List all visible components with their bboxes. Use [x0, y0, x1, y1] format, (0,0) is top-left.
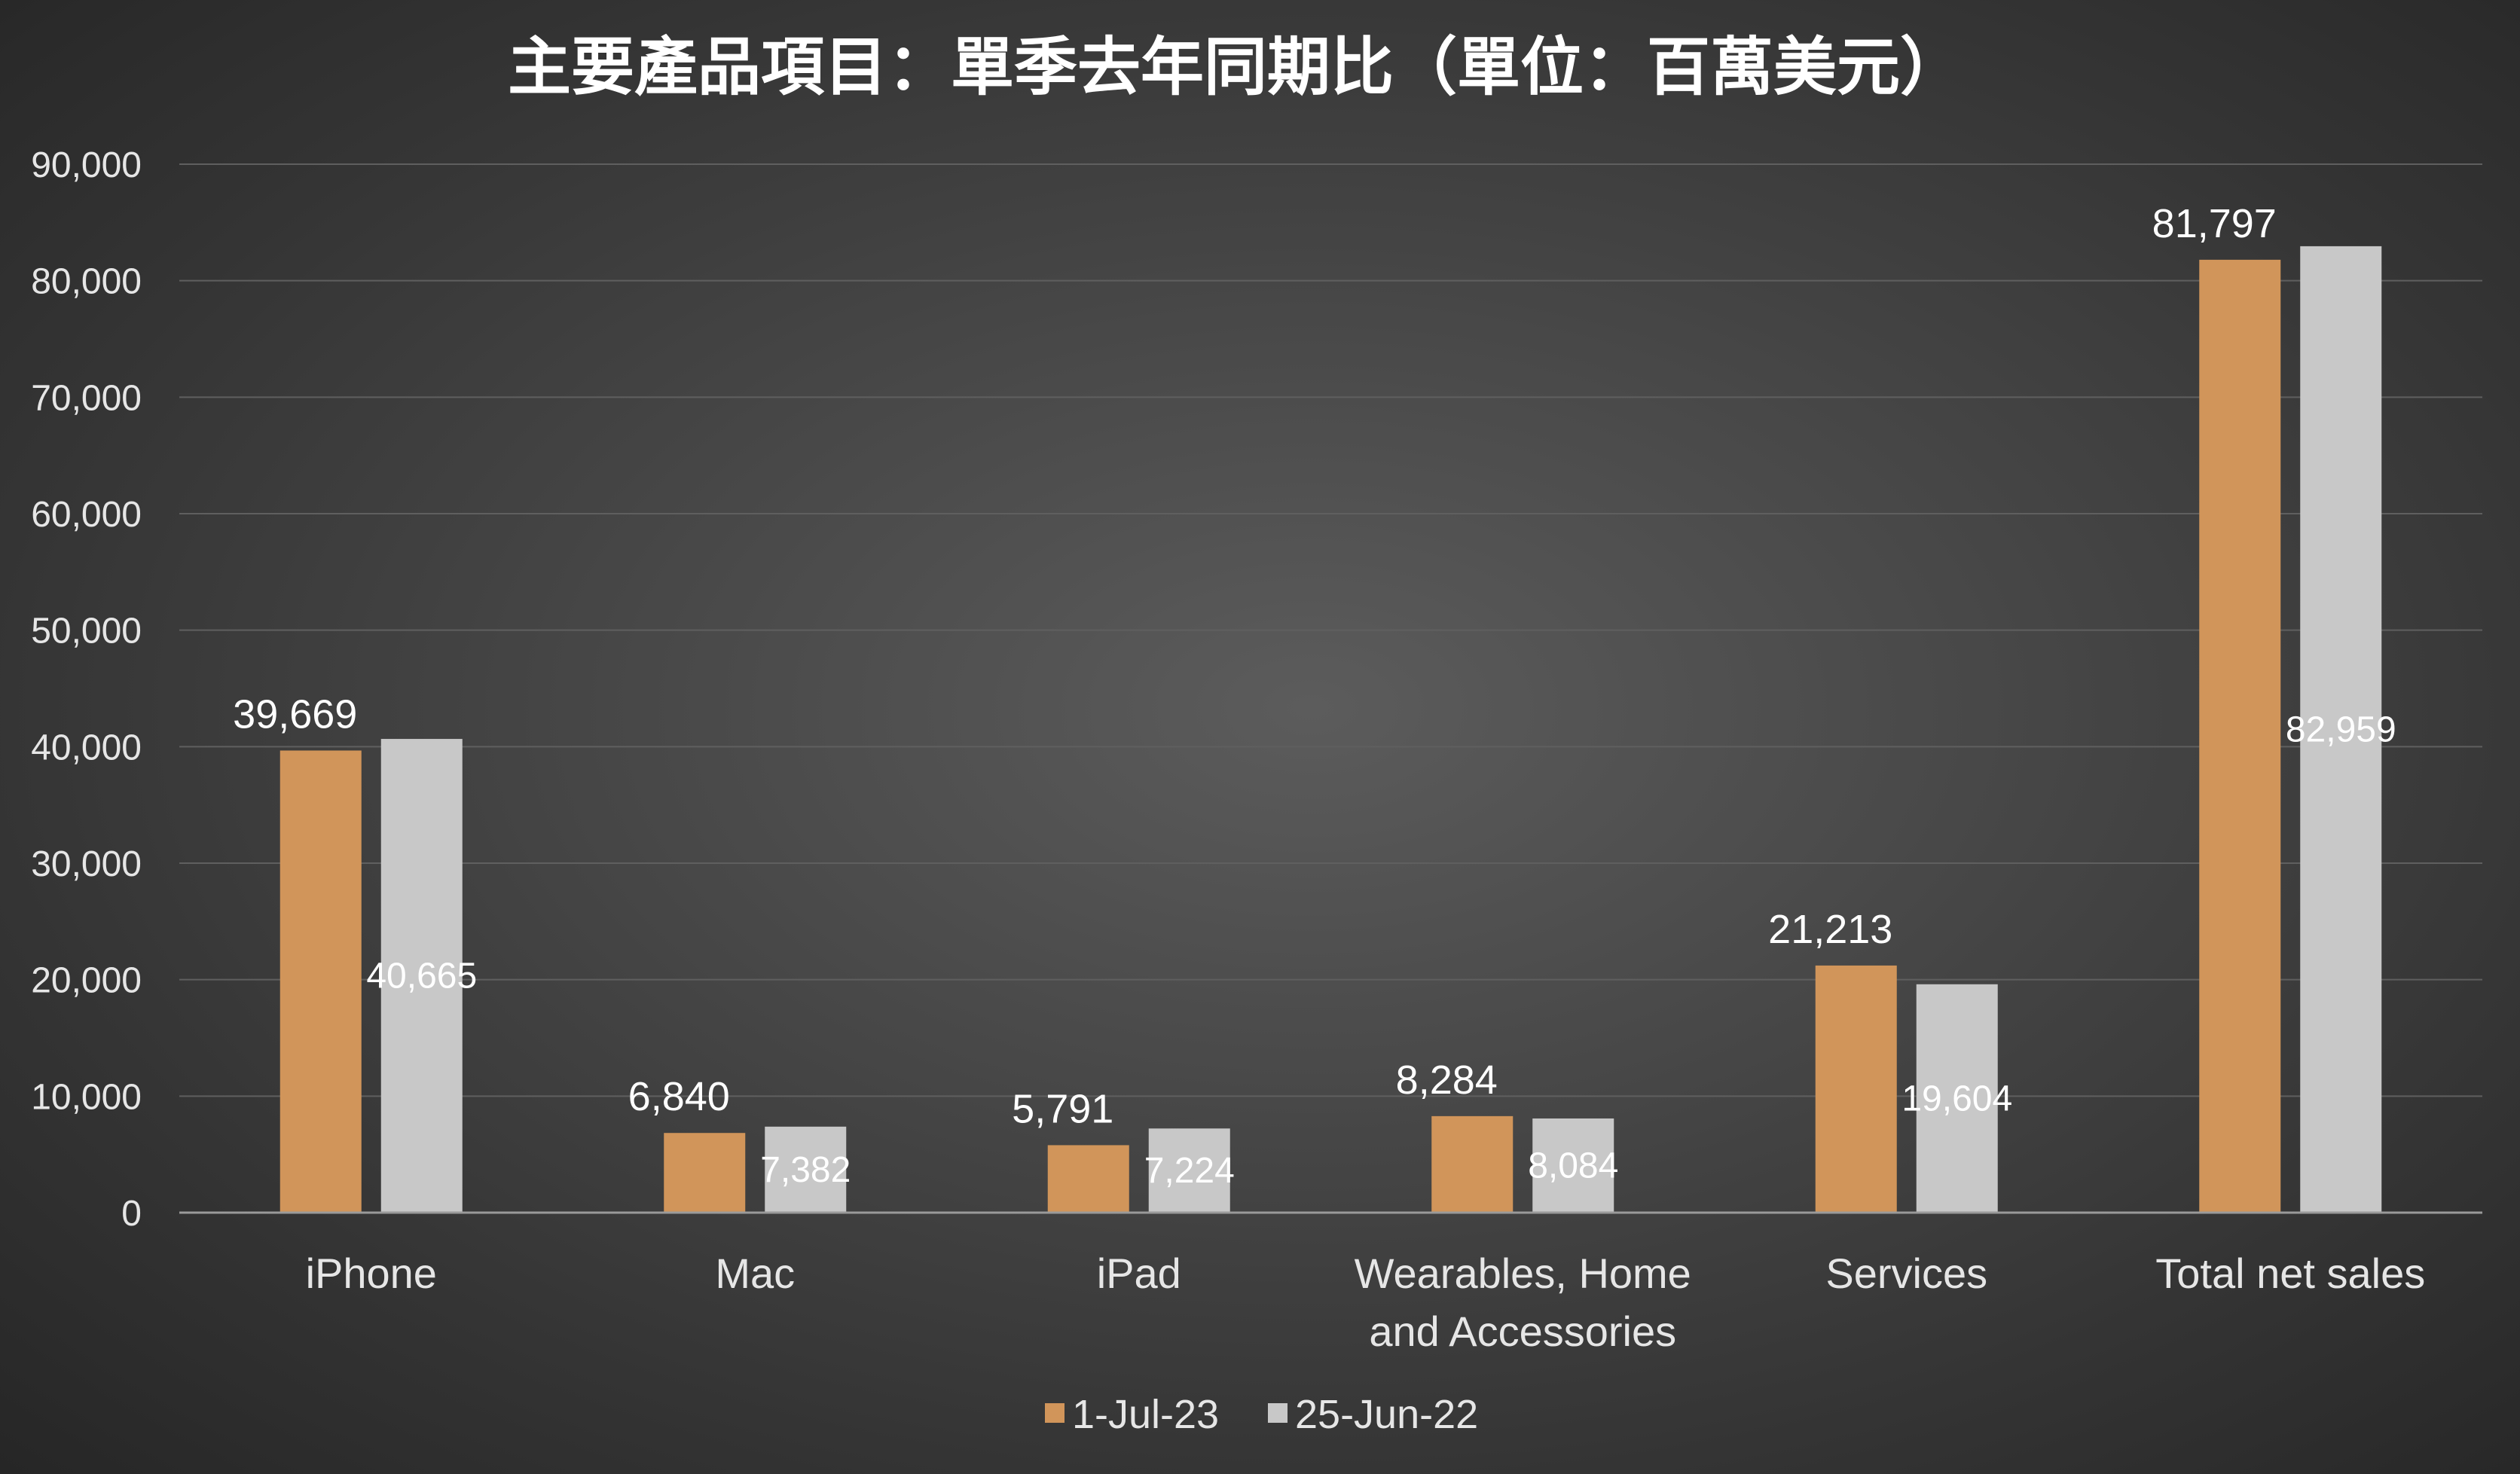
- bar-series-1: [279, 750, 362, 1213]
- bar-series-2: [1916, 984, 1998, 1213]
- y-tick-label: 40,000: [31, 728, 142, 768]
- x-category-label: Wearables, Home: [1355, 1250, 1691, 1297]
- y-tick-label: 30,000: [31, 844, 142, 884]
- y-tick-label: 70,000: [31, 378, 142, 418]
- data-label: 19,604: [1901, 1079, 2012, 1118]
- y-axis-tick-labels: 0 10,000 20,000 30,000 40,000 50,000 60,000 70,…: [31, 145, 142, 1234]
- legend-swatch: [1268, 1403, 1287, 1423]
- y-tick-label: 80,000: [31, 262, 142, 302]
- data-label: 8,284: [1396, 1057, 1498, 1103]
- bar-series-2: [380, 739, 463, 1213]
- y-tick-label: 90,000: [31, 145, 142, 185]
- y-tick-label: 60,000: [31, 495, 142, 535]
- bar-series-1: [1815, 965, 1897, 1213]
- x-category-label: Services: [1825, 1250, 1987, 1297]
- bar-series-2: [765, 1126, 847, 1213]
- legend-label: 25-Jun-22: [1295, 1392, 1478, 1437]
- y-tick-label: 0: [121, 1194, 142, 1234]
- y-tick-label: 20,000: [31, 961, 142, 1001]
- gridlines: [179, 163, 2482, 1097]
- bar-series-1: [1047, 1145, 1129, 1213]
- legend-swatch: [1045, 1403, 1065, 1423]
- bar-series-2: [2300, 246, 2382, 1213]
- chart-title: 主要產品項目：單季去年同期比（單位：百萬美元）: [508, 30, 1963, 104]
- x-category-label: Total net sales: [2155, 1250, 2425, 1297]
- y-tick-label: 10,000: [31, 1077, 142, 1117]
- data-label: 82,959: [2286, 710, 2396, 749]
- y-tick-label: 50,000: [31, 612, 142, 652]
- data-label: 21,213: [1768, 907, 1892, 952]
- legend-label: 1-Jul-23: [1072, 1392, 1219, 1437]
- data-label: 6,840: [628, 1074, 730, 1119]
- legend-item: 1-Jul-23: [1045, 1392, 1219, 1437]
- x-category-label: and Accessories: [1369, 1308, 1676, 1355]
- legend-item: 25-Jun-22: [1268, 1392, 1478, 1437]
- x-category-label: iPhone: [306, 1250, 437, 1297]
- x-category-label: iPad: [1097, 1250, 1181, 1297]
- data-label: 5,791: [1012, 1086, 1113, 1131]
- data-label: 7,382: [760, 1150, 851, 1190]
- bar-series-1: [2199, 259, 2281, 1213]
- bars: [279, 246, 2382, 1213]
- bar-series-2: [1148, 1128, 1230, 1213]
- data-label: 40,665: [366, 957, 477, 996]
- x-axis-category-labels: iPhone Mac iPad Wearables, Home and Accessor…: [306, 1250, 2426, 1355]
- data-labels: 39,669 40,665 6,840 7,382 5,791 7,224 8,284 8,0…: [233, 201, 2396, 1191]
- data-label: 81,797: [2152, 201, 2277, 246]
- data-label: 8,084: [1528, 1146, 1618, 1186]
- legend: 1-Jul-23 25-Jun-22: [1045, 1392, 1478, 1437]
- data-label: 7,224: [1144, 1151, 1235, 1191]
- x-category-label: Mac: [715, 1250, 795, 1297]
- data-label: 39,669: [233, 691, 357, 737]
- bar-series-1: [664, 1133, 746, 1213]
- bar-series-1: [1431, 1115, 1514, 1213]
- bar-series-2: [1532, 1118, 1614, 1213]
